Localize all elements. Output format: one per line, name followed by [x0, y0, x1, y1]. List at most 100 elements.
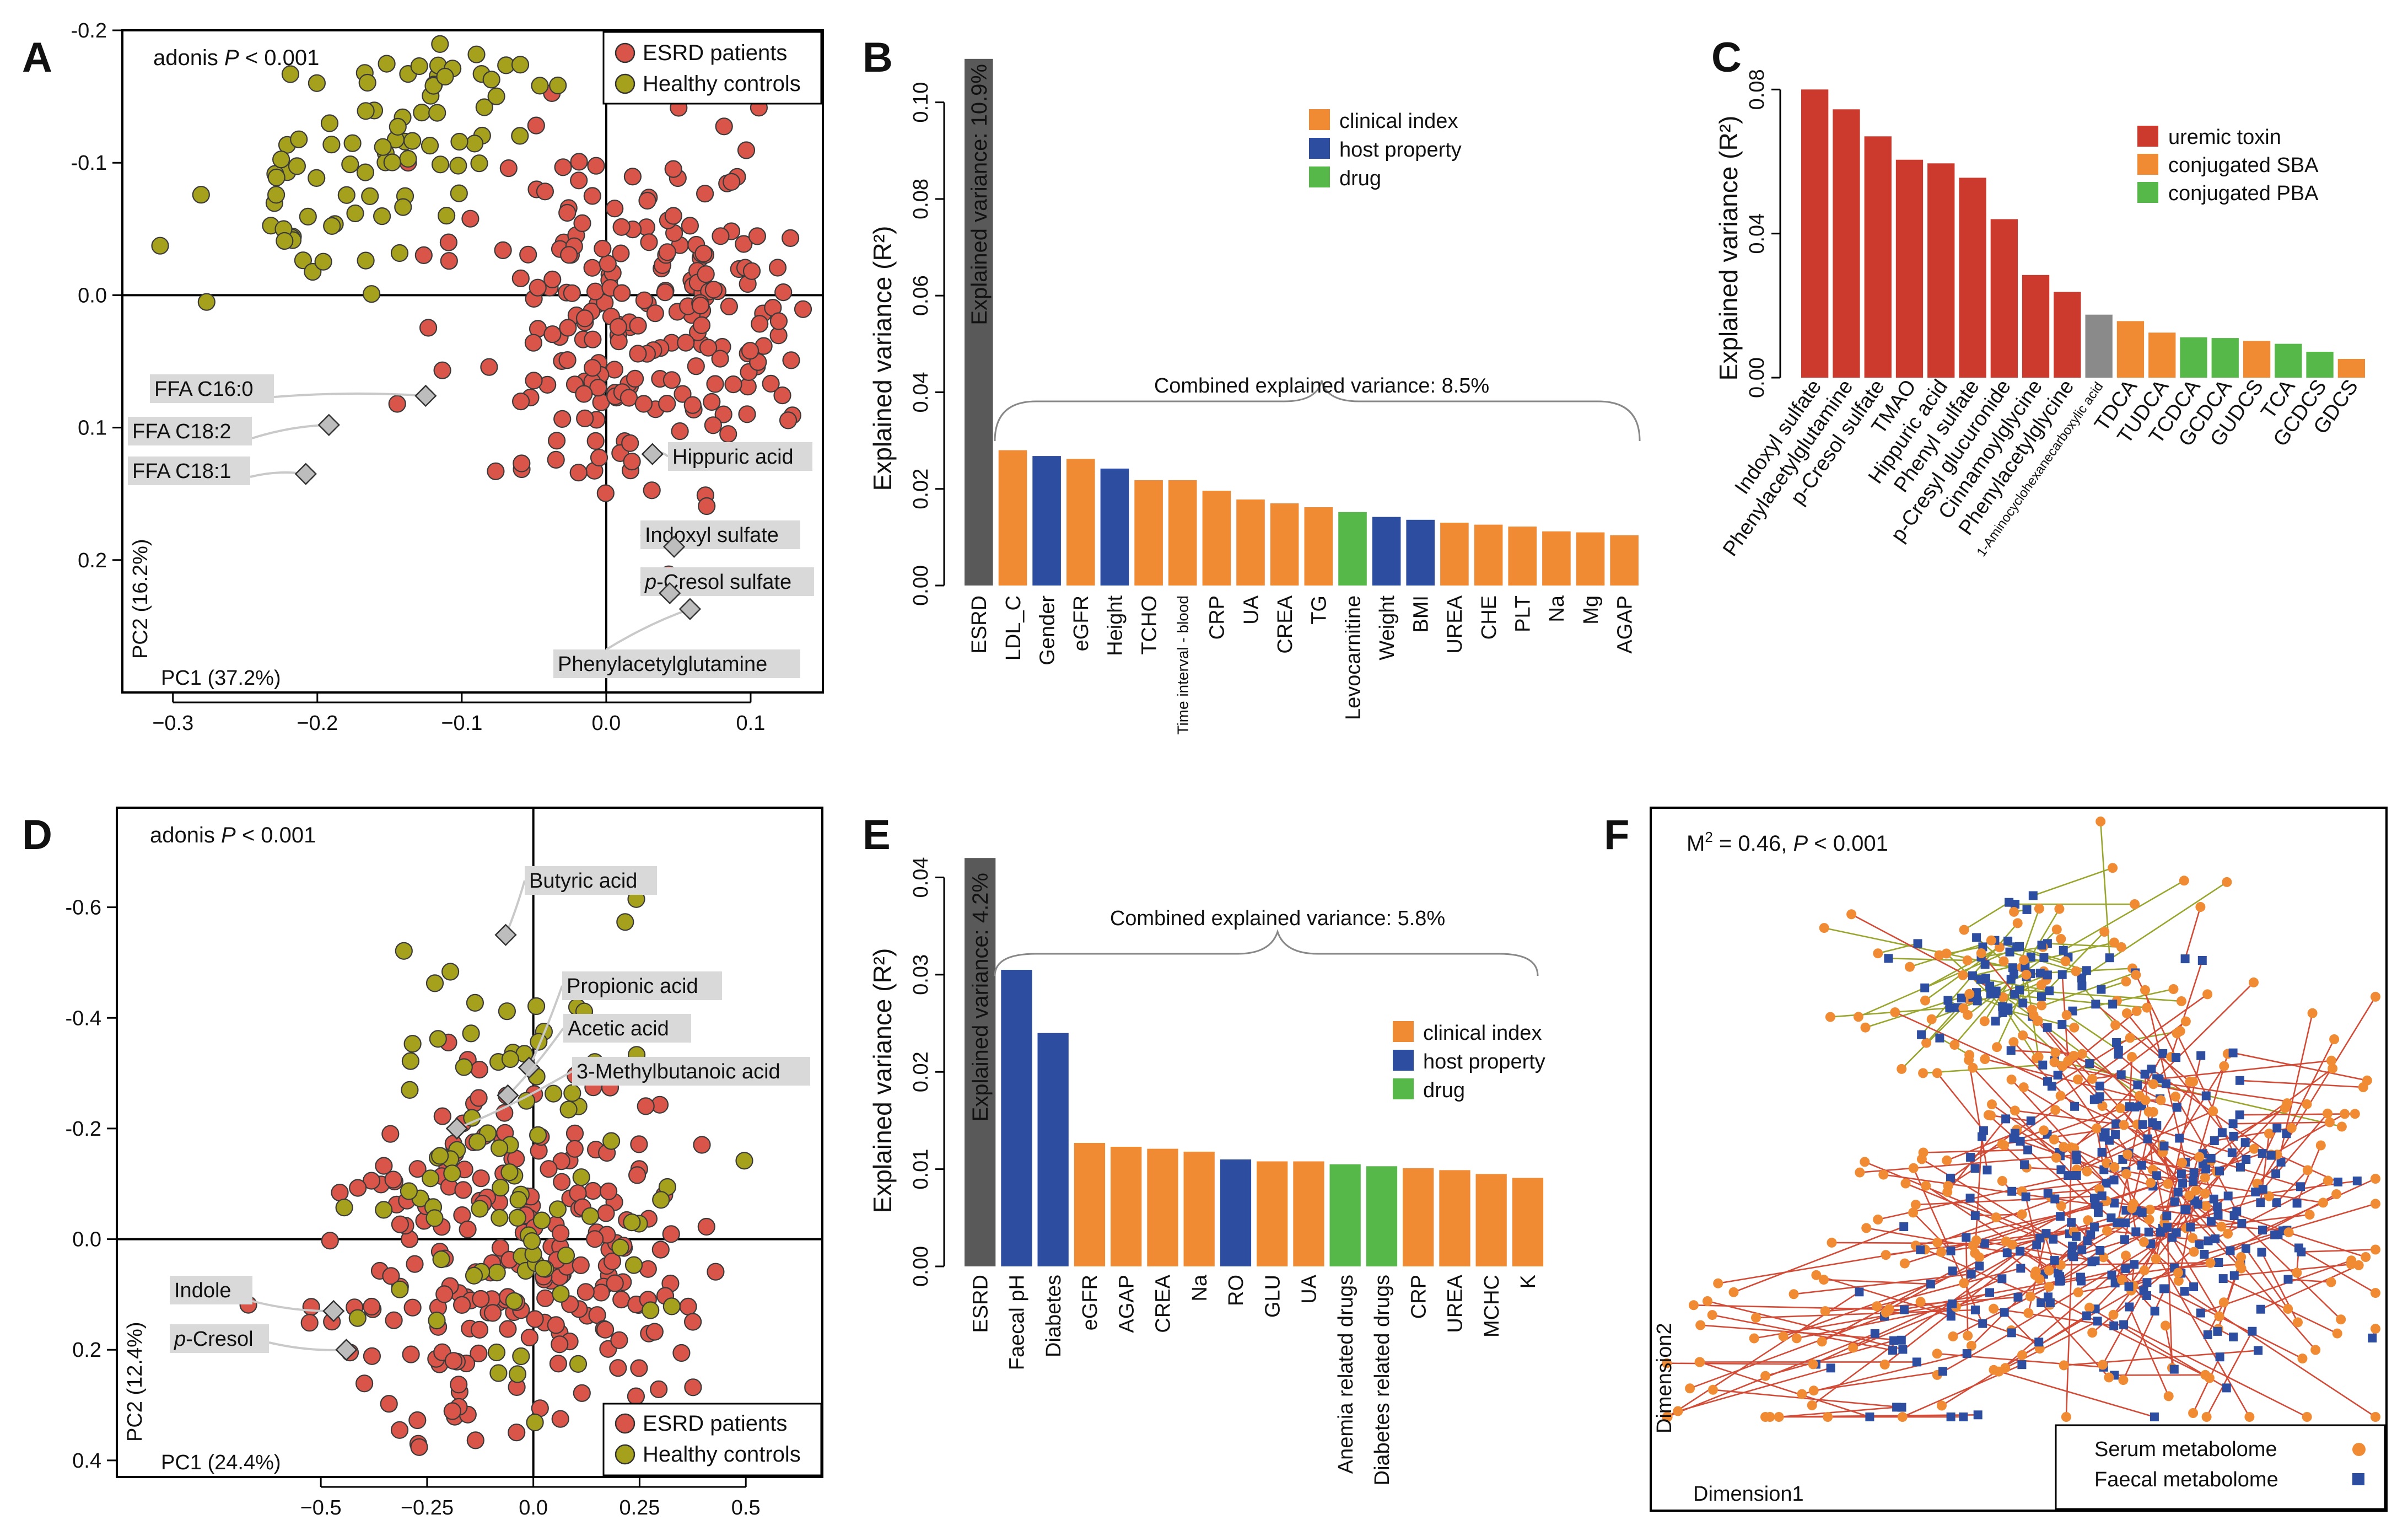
serum-point: [2283, 1304, 2293, 1314]
procrustes-link: [1941, 1315, 2087, 1406]
scatter-point-esrd: [779, 411, 798, 429]
serum-point: [2371, 1324, 2380, 1334]
metabolite-vectors-a: FFA C16:0 FFA C18:2 FFA C18:1 Hippuric acid…: [128, 374, 814, 678]
scatter-point-healthy: [569, 1355, 588, 1373]
serum-point: [2218, 1297, 2229, 1308]
procrustes-link: [2014, 1110, 2116, 1125]
serum-point: [2353, 1260, 2364, 1270]
scatter-point-healthy: [410, 57, 428, 76]
scatter-point-healthy: [557, 1247, 575, 1265]
legend-e: clinical index host property drug: [1393, 1021, 1545, 1102]
procrustes-link: [1947, 1168, 1976, 1187]
serum-point: [2023, 1308, 2034, 1318]
scatter-point-esrd: [723, 173, 741, 191]
faecal-point: [2077, 1245, 2087, 1254]
serum-point: [2007, 1239, 2018, 1250]
faecal-point: [2082, 966, 2091, 975]
serum-point: [2073, 1074, 2083, 1084]
faecal-point: [1884, 954, 1893, 963]
serum-point: [2168, 984, 2179, 994]
faecal-point: [2072, 1232, 2081, 1241]
y-tick-label: 0.0: [78, 284, 107, 307]
legend-label-serum-f: Serum metabolome: [2094, 1438, 2277, 1461]
procrustes-link: [1707, 1300, 1903, 1350]
scatter-point-healthy: [509, 1191, 527, 1209]
serum-point: [1980, 1054, 1990, 1064]
faecal-point: [2256, 1198, 2265, 1207]
bar-labels-e: ESRD Faecal pH Diabetes eGFR AGAP CREA Na RO GLU…: [969, 1274, 1540, 1485]
procrustes-link: [2115, 1134, 2152, 1184]
italic-prefix: p: [644, 571, 656, 594]
y-axis-label-e: Explained variance (R²): [868, 948, 897, 1213]
scatter-point-esrd: [547, 432, 566, 450]
scatter-point-esrd: [762, 374, 780, 393]
faecal-point: [2072, 1171, 2081, 1180]
serum-point: [2017, 1209, 2027, 1220]
bar-che: [1474, 524, 1503, 586]
panel-b: B 0.00 0.02 0.04 0.06 0.08 0.10 Explained var…: [863, 34, 1641, 735]
faecal-point: [2258, 1226, 2267, 1235]
serum-point: [2205, 1258, 2216, 1268]
metabolite-label: Acetic acid: [568, 1017, 669, 1040]
scatter-point-esrd: [768, 259, 787, 277]
serum-point: [2371, 991, 2380, 1002]
faecal-point: [2015, 942, 2024, 951]
scatter-point-healthy: [450, 132, 468, 151]
faecal-point: [2009, 969, 2018, 979]
scatter-point-esrd: [742, 262, 761, 280]
scatter-point-healthy: [362, 285, 381, 303]
serum-point: [1897, 1064, 1907, 1074]
legend-label-healthy: Healthy controls: [643, 72, 801, 96]
serum-point: [2009, 906, 2019, 917]
serum-point: [2177, 1158, 2188, 1168]
scatter-point-healthy: [602, 1132, 621, 1150]
scatter-point-esrd: [738, 405, 756, 423]
procrustes-link: [2123, 1288, 2166, 1381]
faecal-point: [2068, 1242, 2077, 1251]
procrustes-link: [2064, 1350, 2259, 1366]
scatter-point-esrd: [699, 339, 718, 357]
scatter-point-healthy: [563, 1084, 581, 1102]
serum-point: [2184, 1190, 2195, 1201]
scatter-point-esrd: [362, 1172, 381, 1190]
serum-point: [2098, 1360, 2108, 1370]
procrustes-link: [1994, 1369, 2155, 1418]
metabolite-diamond: [322, 1299, 345, 1323]
bar-agap: [1610, 535, 1639, 586]
faecal-point: [2056, 1276, 2065, 1286]
scatter-point-healthy: [532, 1211, 551, 1229]
faecal-point: [2050, 1256, 2059, 1265]
scatter-point-esrd: [704, 281, 723, 299]
serum-point: [2092, 1123, 2102, 1134]
bar-levocarnitine: [1338, 512, 1367, 586]
faecal-point: [2017, 1360, 2027, 1369]
legend-f: Serum metabolome Faecal metabolome: [2055, 1424, 2386, 1510]
faecal-point: [2189, 1168, 2199, 1177]
serum-point: [2293, 1317, 2303, 1328]
procrustes-link: [1926, 1007, 1959, 1044]
bar-label: Faecal pH: [1006, 1275, 1029, 1370]
scatter-point-healthy: [489, 1364, 508, 1382]
procrustes-link: [2288, 1279, 2331, 1283]
scatter-point-esrd: [586, 432, 605, 450]
serum-point: [1890, 1007, 1900, 1018]
metabolite-diamond: [445, 1117, 468, 1140]
bar-esrd: [965, 858, 996, 1266]
faecal-point: [2229, 1211, 2239, 1220]
m2-annotation-f: M2 = 0.46, P < 0.001: [1687, 829, 1888, 856]
italic-prefix: p: [174, 1328, 186, 1351]
bar-weight: [1372, 517, 1401, 586]
serum-point: [2140, 985, 2150, 995]
faecal-point: [2257, 1248, 2266, 1257]
procrustes-link: [1699, 1361, 1870, 1418]
serum-point: [2195, 902, 2206, 912]
scatter-point-esrd: [782, 351, 800, 369]
procrustes-link: [2223, 1277, 2338, 1334]
serum-point: [1749, 1333, 1759, 1344]
scatter-point-healthy: [399, 149, 417, 168]
scatter-point-healthy: [488, 1264, 506, 1282]
scatter-point-healthy: [290, 130, 308, 148]
faecal-point: [2272, 1198, 2281, 1207]
scatter-point-esrd: [691, 297, 710, 315]
faecal-point: [2181, 1205, 2191, 1215]
